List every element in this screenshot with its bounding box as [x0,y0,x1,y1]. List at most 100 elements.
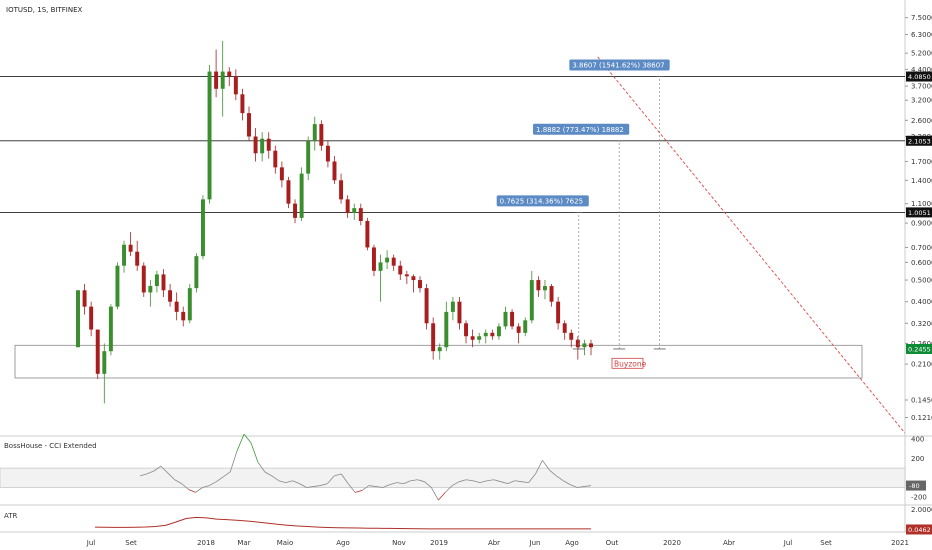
candle-body [273,150,278,168]
candle-body [352,208,357,213]
cci-segment [361,485,370,491]
candle-body [345,199,350,213]
cci-segment [216,476,224,483]
candle-body [207,71,212,200]
candle-body [128,244,133,252]
cci-segment [493,479,501,483]
candle-body [141,265,146,293]
cci-current-tag [906,480,926,491]
cci-segment [153,465,162,472]
price-tag-label: 4.0850 [908,73,931,81]
cci-segment [438,492,446,501]
cci-segment [472,480,481,484]
x-tick-label: Jun [529,539,541,547]
candle-body [404,274,409,277]
target-callout-bg [533,123,630,135]
cci-title: BossHouse - CCI Extended [4,442,97,450]
candle-body [148,286,153,293]
cci-segment [264,471,273,477]
candle-body [95,329,100,374]
cci-segment [195,487,203,493]
target-callout-bg [496,195,589,207]
candle-body [431,323,436,352]
candle-body [286,180,291,204]
trendline [597,56,906,434]
cci-segment [257,462,266,473]
candle-body [194,256,199,289]
cci-segment [577,486,585,488]
candle-body [339,180,344,200]
candle-body [385,257,390,263]
cci-segment [354,490,363,493]
candle-body [253,136,258,154]
x-tick-label: Mar [237,539,250,547]
x-tick-label: Ago [336,539,350,547]
candle-body [174,301,179,312]
cci-segment [368,485,376,487]
cci-segment [229,450,238,473]
x-tick-label: Out [606,539,619,547]
cci-segment [375,486,383,488]
candle-body [365,220,370,248]
cci-segment [542,460,550,471]
cci-segment [209,481,217,486]
candle-body [437,347,442,352]
x-tick-label: 2020 [663,539,681,547]
cci-segment [459,479,467,483]
price-tag-label: 1.0051 [908,209,931,217]
current-price-label: 0.2455 [908,345,931,353]
candle-body [293,203,298,218]
cci-segment [424,481,432,488]
candle-body [115,265,120,307]
candle-body [325,145,330,162]
candle-body [181,311,186,321]
cci-segment [285,480,293,484]
cci-segment [417,479,425,483]
candle-body [418,280,422,289]
cci-segment [243,433,252,444]
candle-body [516,326,521,333]
atr-title: ATR [4,512,18,520]
atr-line [94,516,591,530]
cci-segment [250,442,259,463]
cci-segment [507,480,515,484]
buyzone-box [14,344,863,379]
candle-body [589,343,593,348]
cci-segment [236,433,245,451]
candle-body [582,343,587,348]
candle-body [529,280,534,321]
atr-current-tag [906,524,932,535]
candle-body [312,124,317,142]
candle-body [260,138,265,154]
target-callout-label: 3.8607 (1541.62%) 38607 [572,62,664,70]
candle-body [154,274,159,287]
cci-segment [521,481,529,484]
candle-body [89,306,94,330]
x-tick-label: 2021 [891,539,909,547]
candle-body [444,311,449,348]
x-tick-label: 2018 [197,539,215,547]
candle-body [556,301,561,324]
cci-segment [466,479,474,482]
candle-body [391,257,396,266]
candle-body [161,274,166,291]
x-tick-label: Set [820,539,832,547]
y-tick-label: 5.2000 [911,50,932,58]
cci-segment [320,483,328,486]
target-callout-bg [569,59,670,71]
cci-segment [445,485,453,493]
candle-body [332,161,337,181]
